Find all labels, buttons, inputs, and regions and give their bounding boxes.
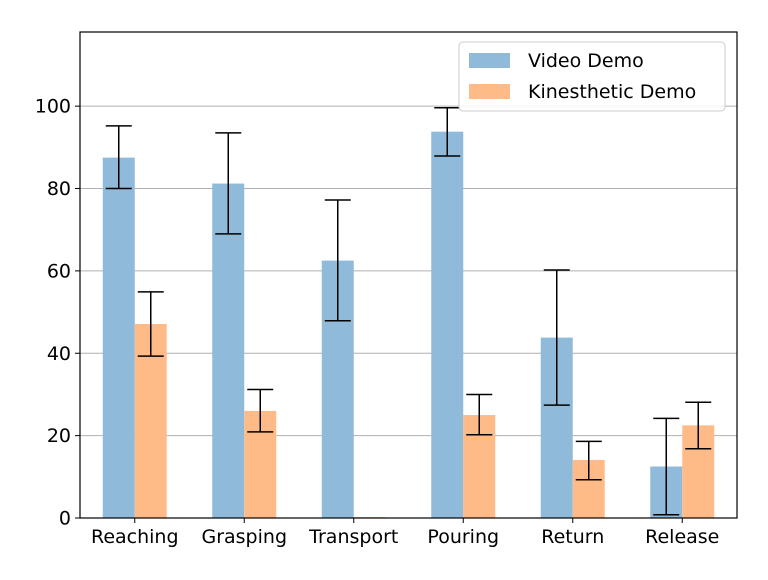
- legend-box: [458, 41, 726, 112]
- x-tick-label: Reaching: [91, 526, 179, 548]
- x-tick-label: Transport: [308, 526, 398, 548]
- error-bar-kinesthetic-demo-grasping: [247, 388, 274, 433]
- legend-label: Kinesthetic Demo: [528, 81, 696, 103]
- error-bar-video-demo-release: [653, 417, 680, 516]
- y-tick-label: 80: [47, 178, 71, 200]
- error-bar-kinesthetic-demo-return: [575, 440, 602, 481]
- error-bar-video-demo-pouring: [434, 107, 461, 157]
- error-bar-video-demo-grasping: [215, 132, 242, 235]
- bar-video-demo-pouring: [431, 131, 464, 518]
- legend-swatch: [469, 53, 510, 68]
- x-tick-label: Grasping: [201, 526, 287, 548]
- error-bar-video-demo-transport: [324, 199, 351, 322]
- legend-swatch: [469, 84, 510, 99]
- axis-ticks: 0 20 40 60 80 100 Reaching Grasping Transport Pou…: [35, 96, 720, 548]
- bar-video-demo-grasping: [212, 183, 245, 518]
- plot-frame: [79, 31, 738, 519]
- legend-label: Video Demo: [528, 50, 644, 72]
- y-tick-label: 100: [35, 96, 71, 118]
- y-tick-label: 60: [47, 260, 71, 282]
- error-bar-kinesthetic-demo-release: [685, 401, 712, 450]
- y-tick-label: 20: [47, 425, 71, 447]
- error-bar-video-demo-reaching: [105, 125, 132, 190]
- error-bar-kinesthetic-demo-reaching: [137, 291, 164, 357]
- x-tick-label: Pouring: [427, 526, 499, 548]
- x-tick-label: Return: [541, 526, 604, 548]
- error-bar-kinesthetic-demo-pouring: [466, 393, 493, 436]
- x-tick-label: Release: [645, 526, 719, 548]
- legend: Video Demo Kinesthetic Demo: [458, 41, 726, 112]
- error-bars: [105, 107, 712, 516]
- y-tick-label: 40: [47, 343, 71, 365]
- gridlines: [80, 105, 737, 519]
- y-tick-label: 0: [59, 508, 71, 530]
- bars: [102, 131, 715, 518]
- error-bar-video-demo-return: [543, 269, 570, 406]
- bar-video-demo-reaching: [102, 157, 135, 518]
